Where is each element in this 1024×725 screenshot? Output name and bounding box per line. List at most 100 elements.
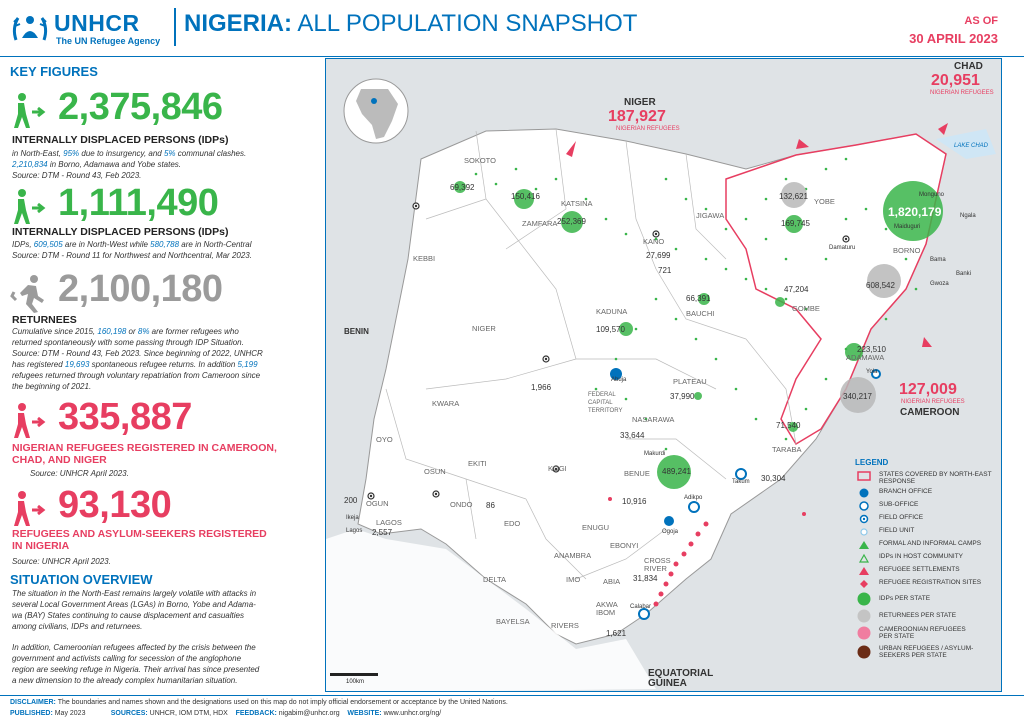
- state-anambra: ANAMBRA: [554, 551, 592, 560]
- place-calabar: Calabar: [630, 604, 652, 610]
- legend-returnees-per-state: RETURNEES PER STATE: [855, 608, 1005, 624]
- state-kebbi: KEBBI: [413, 254, 436, 263]
- value-kaduna: 109,570: [596, 325, 625, 334]
- field-unit-icon: [860, 528, 868, 536]
- state-ebonyi: EBONYI: [610, 541, 639, 550]
- title-rest: ALL POPULATION SNAPSHOT: [292, 10, 638, 37]
- idps-per-state: [454, 181, 943, 489]
- legend-refugee-settlements: REFUGEE SETTLEMENTS: [855, 565, 1005, 577]
- place-banki: Banki: [956, 271, 972, 277]
- country-benin: BENIN: [344, 327, 369, 336]
- returnee-circle-icon: [857, 609, 871, 623]
- value-sokoto: 69,392: [450, 183, 475, 192]
- ne-states-swatch-icon: [857, 471, 871, 481]
- returnees-desc: Cumulative since 2015, 160,198 or 8% are…: [12, 327, 263, 391]
- state-cross-river: CROSS RIVER: [644, 556, 671, 573]
- lake-chad: [936, 129, 996, 159]
- value-ogun: 200: [344, 496, 358, 505]
- place-ikeja: Ikeja: [346, 515, 359, 521]
- place-abuja: Abuja: [611, 377, 627, 383]
- niger-refugees: 187,927: [608, 108, 666, 125]
- registration-diamond-icon: [860, 580, 868, 588]
- value-akwa-ibom: 1,621: [606, 629, 627, 638]
- value-katsina: 252,369: [557, 217, 586, 226]
- value-plateau: 37,990: [670, 392, 695, 401]
- feedback-email[interactable]: nigabim@unhcr.org: [276, 710, 340, 717]
- camp-triangle-icon: [859, 541, 869, 549]
- place-makurdi: Makurdi: [644, 451, 666, 457]
- map-canvas: [326, 78, 996, 691]
- state-taraba: TARABA: [772, 445, 802, 454]
- situation-paragraph-2: In addition, Cameroonian refugees affect…: [12, 643, 260, 685]
- state-oyo: OYO: [376, 435, 393, 444]
- place-damaturu: Damaturu: [829, 245, 856, 251]
- country-chad: CHAD: [954, 61, 983, 72]
- lake-chad-label: LAKE CHAD: [954, 143, 989, 149]
- walking-person-icon: [14, 491, 46, 526]
- org-name: UNHCR: [54, 10, 140, 36]
- idps-nw-figure: 1,111,490 INTERNALLY DISPLACED PERSONS (…: [10, 182, 320, 260]
- refugees-in-label-1: REFUGEES AND ASYLUM-SEEKERS REGISTERED: [12, 528, 267, 540]
- office-markers: [367, 202, 881, 620]
- nigeria-map: NIGER 187,927 NIGERIAN REFUGEES CHAD 20,…: [325, 58, 1002, 692]
- idps-ne-figure: 2,375,846 INTERNALLY DISPLACED PERSONS (…: [10, 86, 320, 182]
- legend-field-office: FIELD OFFICE: [855, 513, 1005, 525]
- website-link[interactable]: www.unhcr.org/ng/: [381, 710, 442, 717]
- key-figures-panel: KEY FIGURES 2,375,846 INTERNALLY DISPLAC…: [10, 62, 320, 692]
- place-bama: Bama: [930, 257, 946, 263]
- branch-office-icon: [859, 488, 869, 498]
- walking-person-icon: [14, 189, 46, 224]
- state-gombe: GOMBE: [792, 304, 820, 313]
- idps-ne-desc: in North-East, 95% due to insurgency, an…: [12, 149, 247, 180]
- state-boundaries: [385, 128, 797, 580]
- state-sokoto: SOKOTO: [464, 156, 496, 165]
- state-kaduna: KADUNA: [596, 307, 628, 316]
- country-niger: NIGER: [624, 97, 656, 108]
- state-jigawa: JIGAWA: [696, 211, 725, 220]
- state-nasarawa: NASARAWA: [632, 415, 675, 424]
- unhcr-emblem-icon: [12, 16, 48, 41]
- as-of-label: AS OF: [964, 15, 998, 27]
- state-osun: OSUN: [424, 467, 446, 476]
- place-adikpo: Adikpo: [684, 495, 703, 501]
- place-gwoza: Gwoza: [930, 281, 949, 287]
- header-rule: [0, 56, 1024, 57]
- legend-branch-office: BRANCH OFFICE: [855, 487, 1005, 499]
- state-fct: FEDERAL CAPITAL TERRITORY: [588, 392, 623, 414]
- state-borno: BORNO: [893, 246, 921, 255]
- value-adamawa-returnees: 340,217: [843, 392, 872, 401]
- state-bauchi: BAUCHI: [686, 309, 715, 318]
- idp-host-markers: [474, 157, 918, 471]
- cameroon-refugees: 127,009: [899, 381, 957, 398]
- state-ondo: ONDO: [450, 500, 473, 509]
- value-adamawa: 223,510: [857, 345, 886, 354]
- refugee-registration-sites: [608, 497, 806, 607]
- inset-nigeria: [371, 98, 377, 104]
- value-borno-returnees: 608,542: [866, 281, 895, 290]
- refugees-in-number: 93,130: [58, 484, 172, 526]
- legend-urban-refugees: URBAN REFUGEES / ASYLUM-SEEKERS PER STAT…: [855, 644, 1005, 662]
- field-office-icon: [859, 514, 869, 524]
- value-bauchi: 66,391: [686, 294, 711, 303]
- refugees-in-source: Source: UNHCR April 2023.: [12, 557, 111, 566]
- idps-ne-label: INTERNALLY DISPLACED PERSONS (IDPs): [12, 134, 229, 146]
- refugees-abroad-label-2: CHAD, AND NIGER: [12, 454, 107, 466]
- scale-label: 100km: [346, 679, 365, 685]
- value-cross-river: 31,834: [633, 574, 658, 583]
- chad-refugees-sub: NIGERIAN REFUGEES: [930, 90, 994, 96]
- state-lagos: LAGOS: [376, 518, 402, 527]
- state-katsina: KATSINA: [561, 199, 593, 208]
- idps-ne-number: 2,375,846: [58, 86, 223, 128]
- state-yobe: YOBE: [814, 197, 835, 206]
- ocean: [326, 529, 656, 691]
- country-cameroon: CAMEROON: [900, 407, 960, 418]
- value-fct: 1,966: [531, 383, 552, 392]
- refugees-abroad-figure: 335,887 NIGERIAN REFUGEES REGISTERED IN …: [10, 396, 320, 482]
- legend-camps: FORMAL AND INFORMAL CAMPS: [855, 539, 1005, 551]
- idps-nw-label: INTERNALLY DISPLACED PERSONS (IDPs): [12, 226, 229, 238]
- footer: DISCLAIMER: The boundaries and names sho…: [0, 695, 1024, 725]
- returnees-number: 2,100,180: [58, 268, 223, 310]
- cameroon-refugees-sub: NIGERIAN REFUGEES: [901, 399, 965, 405]
- value-borno: 1,820,179: [888, 205, 942, 219]
- title-country: NIGERIA:: [184, 10, 292, 37]
